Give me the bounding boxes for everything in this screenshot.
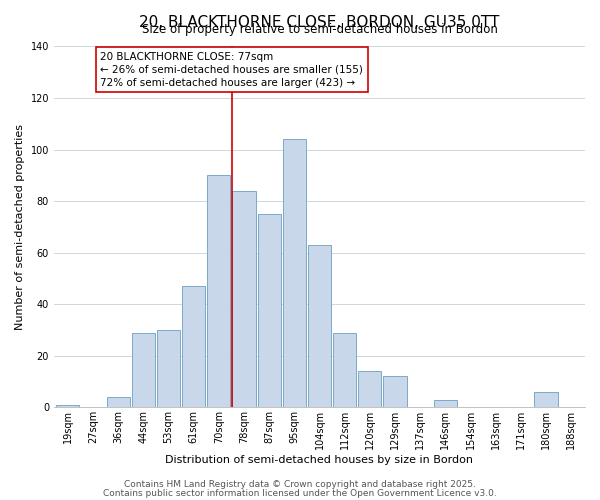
Bar bbox=[182, 286, 205, 408]
Bar bbox=[535, 392, 557, 407]
Bar bbox=[257, 214, 281, 408]
Bar bbox=[107, 397, 130, 407]
Bar bbox=[333, 332, 356, 407]
Bar bbox=[131, 332, 155, 407]
Bar bbox=[434, 400, 457, 407]
Text: Contains HM Land Registry data © Crown copyright and database right 2025.: Contains HM Land Registry data © Crown c… bbox=[124, 480, 476, 489]
Bar bbox=[358, 372, 382, 408]
Bar bbox=[56, 405, 79, 407]
Bar bbox=[157, 330, 180, 407]
X-axis label: Distribution of semi-detached houses by size in Bordon: Distribution of semi-detached houses by … bbox=[166, 455, 473, 465]
Bar bbox=[308, 245, 331, 408]
Bar bbox=[207, 176, 230, 408]
Text: 20 BLACKTHORNE CLOSE: 77sqm
← 26% of semi-detached houses are smaller (155)
72% : 20 BLACKTHORNE CLOSE: 77sqm ← 26% of sem… bbox=[100, 52, 364, 88]
Text: Size of property relative to semi-detached houses in Bordon: Size of property relative to semi-detach… bbox=[142, 22, 497, 36]
Title: 20, BLACKTHORNE CLOSE, BORDON, GU35 0TT: 20, BLACKTHORNE CLOSE, BORDON, GU35 0TT bbox=[139, 15, 500, 30]
Bar bbox=[283, 140, 306, 407]
Bar bbox=[232, 191, 256, 408]
Text: Contains public sector information licensed under the Open Government Licence v3: Contains public sector information licen… bbox=[103, 490, 497, 498]
Bar bbox=[383, 376, 407, 408]
Y-axis label: Number of semi-detached properties: Number of semi-detached properties bbox=[15, 124, 25, 330]
